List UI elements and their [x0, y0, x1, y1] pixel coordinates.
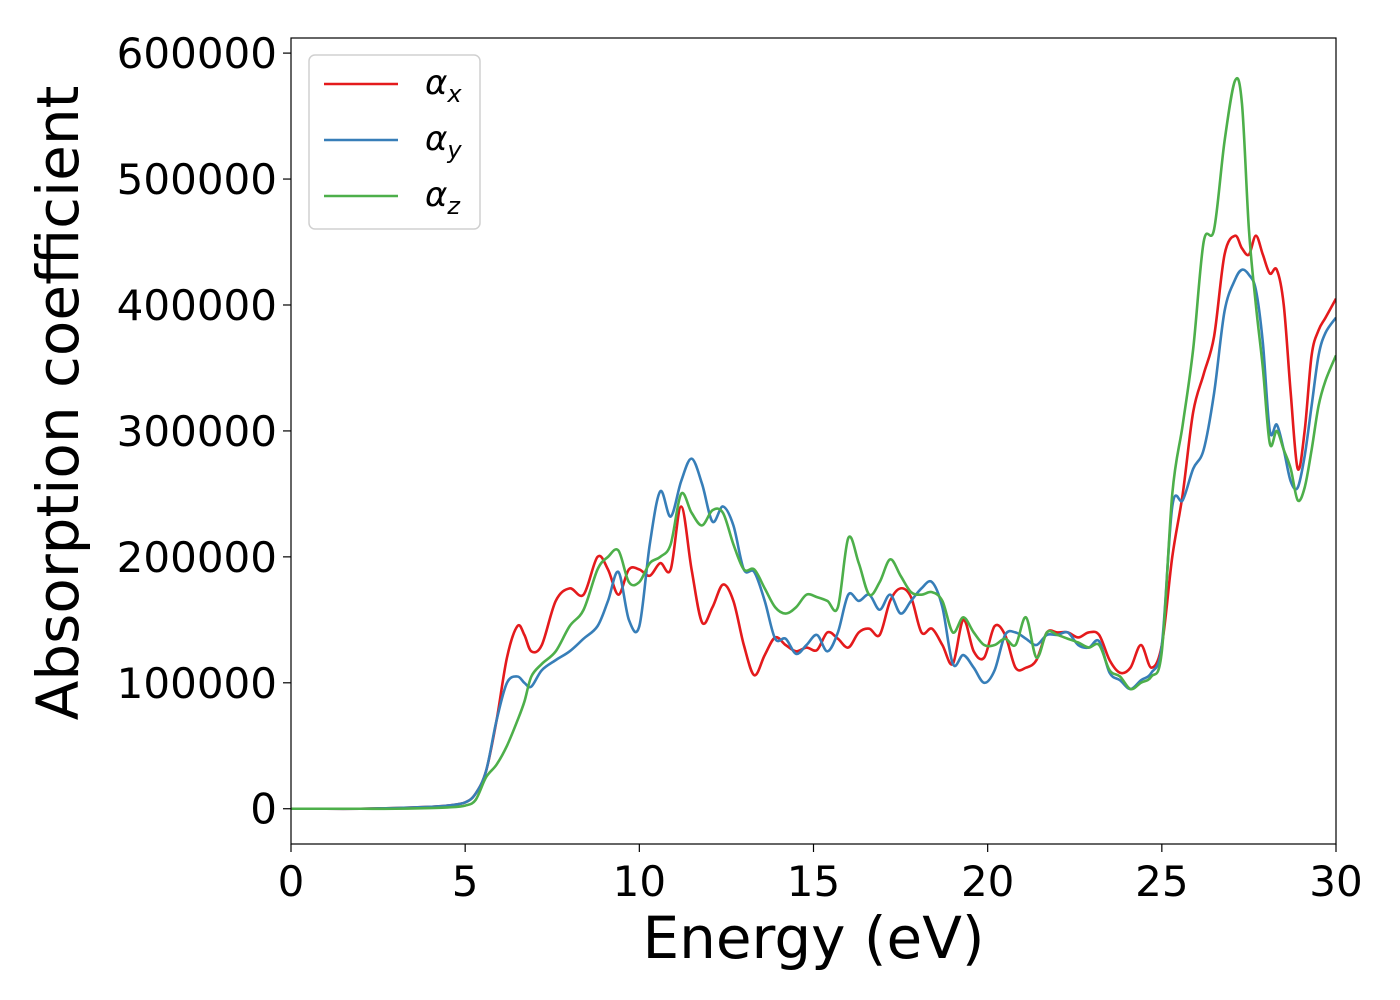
x-tick-label: 5 — [452, 857, 479, 906]
x-tick-label: 20 — [961, 857, 1014, 906]
x-tick-label: 0 — [278, 857, 305, 906]
series-layer — [291, 76, 1336, 811]
series-line-alpha-z — [291, 76, 1336, 811]
x-tick-label: 30 — [1309, 857, 1362, 906]
y-tick-label: 0 — [250, 785, 277, 834]
y-tick-label: 300000 — [117, 407, 277, 456]
x-tick-label: 25 — [1135, 857, 1188, 906]
y-axis-title: Absorption coefficient — [24, 86, 92, 721]
y-tick-label: 400000 — [117, 281, 277, 330]
series-line-alpha-y — [291, 268, 1336, 811]
y-tick-label: 600000 — [117, 29, 277, 78]
y-tick-label: 200000 — [117, 533, 277, 582]
y-tick-label: 500000 — [117, 155, 277, 204]
series-line-alpha-x — [291, 234, 1336, 811]
x-tick-label: 10 — [613, 857, 666, 906]
legend-box — [308, 54, 481, 230]
x-tick-label: 15 — [787, 857, 840, 906]
ticks-layer: 0 5 10 15 20 25 30 0 100000 200000 300000 400000 500… — [117, 29, 1363, 906]
y-tick-label: 100000 — [117, 659, 277, 708]
x-axis-title: Energy (eV) — [642, 904, 984, 972]
